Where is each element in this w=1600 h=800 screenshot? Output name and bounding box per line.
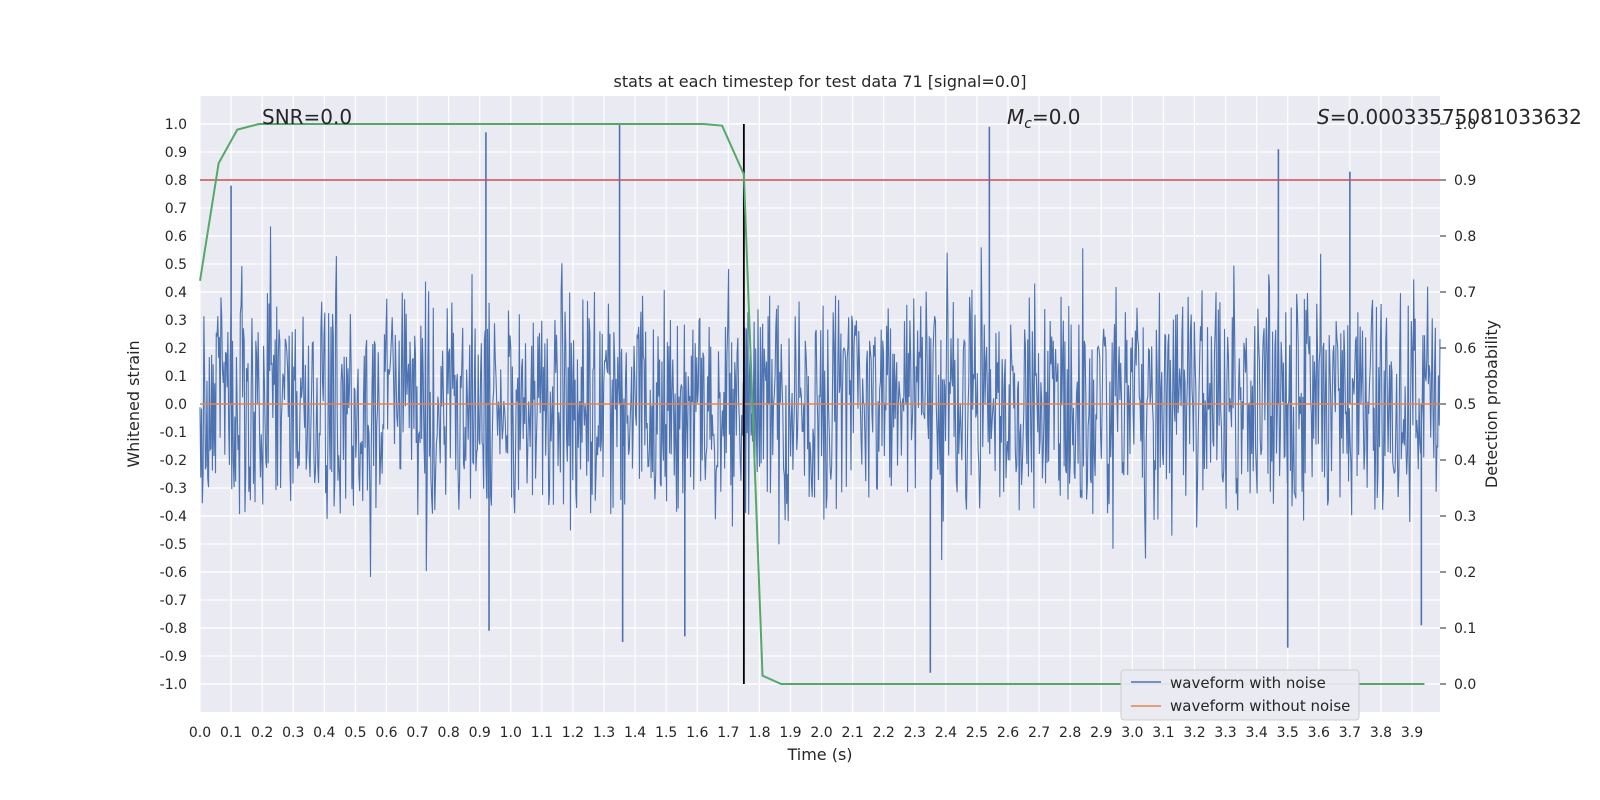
snr-annotation: SNR=0.0 [262, 105, 352, 129]
line-layer [199, 123, 1440, 685]
x-tick-label: 2.6 [997, 725, 1019, 741]
y-tick-label: -0.5 [160, 537, 187, 553]
x-tick-label: 0.7 [406, 725, 428, 741]
s-symbol: S [1317, 105, 1330, 129]
x-tick-label: 0.5 [344, 725, 366, 741]
y-tick-label: -0.6 [160, 565, 187, 581]
y-tick-label: 0.7 [165, 201, 187, 217]
y2-tick-label: 0.8 [1454, 229, 1476, 245]
x-tick-label: 0.4 [313, 725, 335, 741]
y-tick-label: 0.0 [165, 397, 187, 413]
y-tick-label: 0.3 [165, 313, 187, 329]
x-tick-label: 0.9 [469, 725, 491, 741]
x-tick-label: 3.1 [1152, 725, 1174, 741]
x-tick-label: 3.7 [1339, 725, 1361, 741]
y2-tick-label: 0.6 [1454, 341, 1476, 357]
x-tick-label: 2.4 [935, 725, 957, 741]
x-tick-label: 3.3 [1214, 725, 1236, 741]
y2-tick-label: 0.9 [1454, 173, 1476, 189]
y-tick-label: -0.4 [160, 509, 187, 525]
x-tick-label: 2.5 [966, 725, 988, 741]
y-tick-label: -1.0 [160, 677, 187, 693]
legend-box [1120, 669, 1360, 721]
x-tick-label: 1.3 [593, 725, 615, 741]
y-tick-label: 0.1 [165, 369, 187, 385]
y-tick-label: 0.5 [165, 257, 187, 273]
x-tick-label: 1.6 [686, 725, 708, 741]
x-tick-label: 1.9 [779, 725, 801, 741]
y2-tick-label: 0.0 [1454, 677, 1476, 693]
y-tick-label: -0.3 [160, 481, 187, 497]
x-axis-label: Time (s) [786, 745, 852, 764]
y-tick-label: -0.1 [160, 425, 187, 441]
mc-subscript: c [1024, 116, 1032, 132]
x-tick-label: 2.9 [1090, 725, 1112, 741]
detection-probability-line [199, 123, 1425, 685]
legend: waveform with noise waveform without noi… [1120, 669, 1360, 721]
x-tick-label: 3.5 [1277, 725, 1299, 741]
y-tick-label: 0.2 [165, 341, 187, 357]
legend-label-noise: waveform with noise [1170, 674, 1326, 692]
y-tick-label: 0.4 [165, 285, 187, 301]
y-axis-label: Whitened strain [124, 340, 143, 467]
x-tick-label: 1.0 [500, 725, 522, 741]
mc-value: =0.0 [1032, 105, 1081, 129]
x-tick-label: 2.8 [1059, 725, 1081, 741]
x-tick-label: 3.6 [1308, 725, 1330, 741]
x-tick-label: 1.4 [624, 725, 646, 741]
y-tick-label: 0.8 [165, 173, 187, 189]
x-tick-label: 1.1 [531, 725, 553, 741]
x-tick-label: 3.2 [1183, 725, 1205, 741]
y2-tick-label: 1.0 [1454, 117, 1476, 133]
x-tick-label: 2.2 [873, 725, 895, 741]
x-tick-label: 2.7 [1028, 725, 1050, 741]
x-tick-label: 0.0 [189, 725, 211, 741]
tick-layer: 0.0 0.1 0.2 0.3 0.4 0.5 0.6 0.7 0.8 0.9 1.0 1.1 1.2 1… [160, 117, 1477, 741]
mc-annotation: Mc=0.0 [1007, 105, 1081, 132]
y2-tick-label: 0.4 [1454, 453, 1476, 469]
legend-label-clean: waveform without noise [1170, 697, 1350, 715]
y2-axis-label: Detection probability [1482, 320, 1501, 488]
y2-tick-label: 0.2 [1454, 565, 1476, 581]
y-tick-label: -0.7 [160, 593, 187, 609]
mc-symbol: M [1007, 105, 1024, 129]
plot-title: stats at each timestep for test data 71 … [614, 72, 1027, 91]
y-tick-label: -0.2 [160, 453, 187, 469]
x-tick-label: 2.1 [841, 725, 863, 741]
y2-tick-label: 0.1 [1454, 621, 1476, 637]
noise-waveform-layer [199, 124, 1441, 673]
x-tick-label: 1.5 [655, 725, 677, 741]
y2-tick-label: 0.3 [1454, 509, 1476, 525]
x-tick-label: 3.0 [1121, 725, 1143, 741]
x-tick-label: 1.2 [562, 725, 584, 741]
waveform-with-noise-line [199, 226, 1441, 577]
x-tick-label: 1.7 [717, 725, 739, 741]
x-tick-label: 0.3 [282, 725, 304, 741]
x-tick-label: 2.0 [810, 725, 832, 741]
x-tick-label: 3.4 [1246, 725, 1268, 741]
x-tick-label: 3.8 [1370, 725, 1392, 741]
y-tick-label: 1.0 [165, 117, 187, 133]
y-tick-label: -0.9 [160, 649, 187, 665]
s-annotation: S=0.00033575081033632 [1317, 105, 1582, 129]
x-tick-label: 3.9 [1401, 725, 1423, 741]
x-tick-label: 0.1 [220, 725, 242, 741]
x-tick-label: 0.6 [375, 725, 397, 741]
x-tick-label: 1.8 [748, 725, 770, 741]
x-tick-label: 0.2 [251, 725, 273, 741]
y2-tick-label: 0.5 [1454, 397, 1476, 413]
y-tick-label: -0.8 [160, 621, 187, 637]
y-tick-label: 0.9 [165, 145, 187, 161]
y2-tick-label: 0.7 [1454, 285, 1476, 301]
y-tick-label: 0.6 [165, 229, 187, 245]
x-tick-label: 2.3 [904, 725, 926, 741]
x-tick-label: 0.8 [437, 725, 459, 741]
s-value: =0.00033575081033632 [1330, 105, 1582, 129]
